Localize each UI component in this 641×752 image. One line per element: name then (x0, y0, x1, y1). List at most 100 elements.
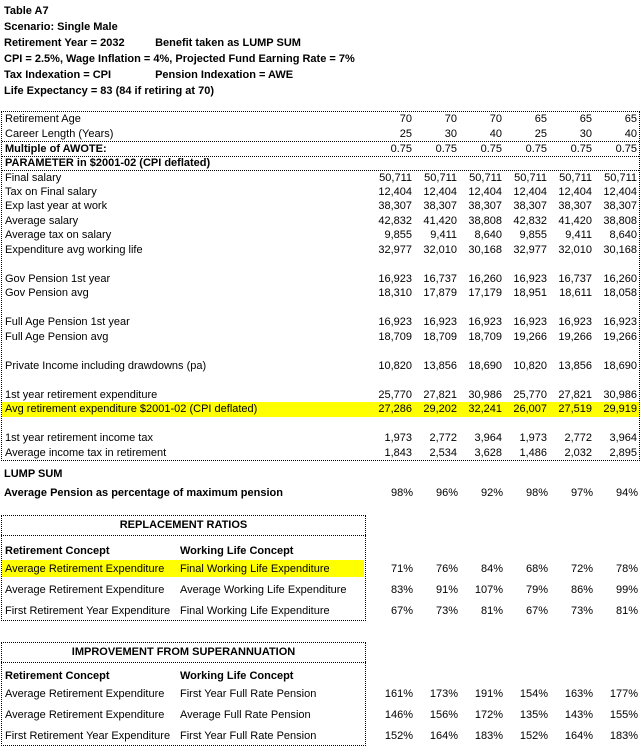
average-pension-value: 96% (435, 487, 458, 499)
working-life-concept: Final Working Life Expenditure (180, 604, 330, 617)
scenario-line: Scenario: Single Male (4, 21, 118, 33)
row-value: 18,058 (603, 287, 637, 300)
row-value: 2,895 (609, 446, 637, 459)
retirement-concept: First Retirement Year Expenditure (5, 604, 171, 617)
ratio-value: 91% (435, 583, 458, 596)
average-pension-value: 98% (390, 487, 413, 499)
lump-sum-heading: LUMP SUM (4, 468, 63, 480)
retirement-year-text: Retirement Year = 2032 (4, 37, 125, 49)
ratio-value: 71% (390, 562, 413, 575)
row-value: 38,307 (423, 200, 457, 213)
row-value: 12,404 (468, 185, 502, 198)
row-value: 3,628 (474, 446, 502, 459)
row-value: 1,486 (519, 446, 547, 459)
row-value: 65 (534, 113, 547, 126)
improvement-title: IMPROVEMENT FROM SUPERANNUATION (1, 642, 366, 663)
ratio-value: 73% (435, 604, 458, 617)
row-value: 25,770 (378, 388, 412, 401)
row-value: 19,266 (558, 330, 592, 343)
row-label: 1st year retirement expenditure (5, 388, 158, 401)
row-value: 0.75 (525, 142, 547, 155)
row-value: 18,611 (559, 287, 592, 300)
ratio-value: 107% (474, 583, 503, 596)
row-value: 10,820 (378, 359, 412, 372)
ratio-value: 81% (615, 604, 638, 617)
ratio-value: 164% (564, 729, 593, 742)
row-label: Tax on Final salary (5, 185, 97, 198)
row-value: 50,711 (604, 171, 637, 184)
ratio-value: 152% (384, 729, 413, 742)
report-title: Table A7 (4, 5, 49, 17)
ratio-row: Average Retirement Expenditure Final Wor… (0, 558, 641, 579)
working-life-concept-header: Working Life Concept (180, 669, 294, 682)
parameters-table: Retirement Age 70 70 70 65 65 65 Career … (1, 111, 640, 461)
row-value: 30 (444, 127, 457, 140)
report-header: Table A7 Scenario: Single Male Retiremen… (0, 0, 641, 99)
working-life-concept: Average Full Rate Pension (180, 708, 311, 721)
row-label: Multiple of AWOTE: (5, 142, 107, 155)
replacement-ratios-title: REPLACEMENT RATIOS (1, 515, 366, 536)
ratio-value: 78% (615, 562, 638, 575)
ratio-value: 163% (564, 687, 593, 700)
row-label: PARAMETER in $2001-02 (CPI deflated) (5, 157, 211, 170)
table-row: Average tax on salary 9,855 9,411 8,640 … (2, 228, 639, 243)
row-value: 1,973 (519, 432, 547, 445)
table-row: 1st year retirement income tax 1,973 2,7… (2, 431, 639, 446)
ratio-value: 76% (435, 562, 458, 575)
ratio-value: 68% (525, 562, 548, 575)
average-pension-value: 98% (525, 487, 548, 499)
table-row: Tax on Final salary 12,404 12,404 12,404… (2, 185, 639, 200)
average-pension-value: 92% (480, 487, 503, 499)
table-row: 1st year retirement expenditure 25,770 2… (2, 388, 639, 403)
row-value: 38,808 (603, 214, 637, 227)
ratio-row: First Retirement Year Expenditure First … (0, 725, 641, 746)
row-value: 12,404 (513, 185, 547, 198)
row-value: 18,690 (468, 359, 502, 372)
table-row: Average income tax in retirement 1,843 2… (2, 446, 639, 461)
row-value: 1,973 (384, 432, 412, 445)
row-value: 30,168 (603, 243, 637, 256)
pension-indexation-text: Pension Indexation = AWE (155, 69, 294, 81)
row-value: 50,711 (514, 171, 547, 184)
row-value: 18,709 (378, 330, 412, 343)
row-value: 18,690 (603, 359, 637, 372)
table-row: Career Length (Years) 25 30 40 25 30 40 (2, 127, 639, 142)
ratio-row: Average Retirement Expenditure Average F… (0, 704, 641, 725)
row-value: 18,951 (513, 287, 547, 300)
row-label: Average tax on salary (5, 229, 112, 242)
ratio-concepts: First Retirement Year Expenditure First … (2, 727, 364, 744)
row-label: Avg retirement expenditure $2001-02 (CPI… (5, 403, 258, 416)
row-value: 9,855 (519, 229, 547, 242)
row-value: 27,286 (378, 403, 412, 416)
row-value: 41,420 (558, 214, 592, 227)
ratio-value: 99% (615, 583, 638, 596)
table-row: Avg retirement expenditure $2001-02 (CPI… (2, 402, 639, 417)
table-row: Retirement Age 70 70 70 65 65 65 (2, 112, 639, 127)
row-label: Full Age Pension avg (5, 330, 109, 343)
table-row: Gov Pension 1st year 16,923 16,737 16,26… (2, 272, 639, 287)
working-life-concept: First Year Full Rate Pension (180, 729, 317, 742)
row-value: 1,843 (384, 446, 412, 459)
row-value: 42,832 (513, 214, 547, 227)
ratio-value: 79% (525, 583, 548, 596)
retirement-concept: Average Retirement Expenditure (5, 583, 165, 596)
row-value: 0.75 (615, 142, 637, 155)
ratio-value: 154% (519, 687, 548, 700)
ratio-concepts: Average Retirement Expenditure Average W… (2, 581, 364, 598)
row-label: Average income tax in retirement (5, 446, 167, 459)
row-value: 16,923 (603, 316, 637, 329)
row-value: 2,534 (429, 446, 457, 459)
table-row: Multiple of AWOTE: 0.75 0.75 0.75 0.75 0… (2, 141, 639, 156)
row-label: Retirement Age (5, 113, 81, 126)
row-value: 13,856 (558, 359, 592, 372)
row-value: 9,411 (565, 229, 592, 242)
average-pension-row: Average Pension as percentage of maximum… (0, 486, 641, 500)
row-value: 38,307 (468, 200, 502, 213)
row-value: 19,266 (603, 330, 637, 343)
table-row: Final salary 50,711 50,711 50,711 50,711… (2, 170, 639, 185)
working-life-concept: Final Working Life Expenditure (180, 562, 330, 575)
row-value: 30,168 (468, 243, 502, 256)
table-row: Average salary 42,832 41,420 38,808 42,8… (2, 214, 639, 229)
row-value: 18,310 (378, 287, 412, 300)
row-label: Private Income including drawdowns (pa) (5, 359, 207, 372)
